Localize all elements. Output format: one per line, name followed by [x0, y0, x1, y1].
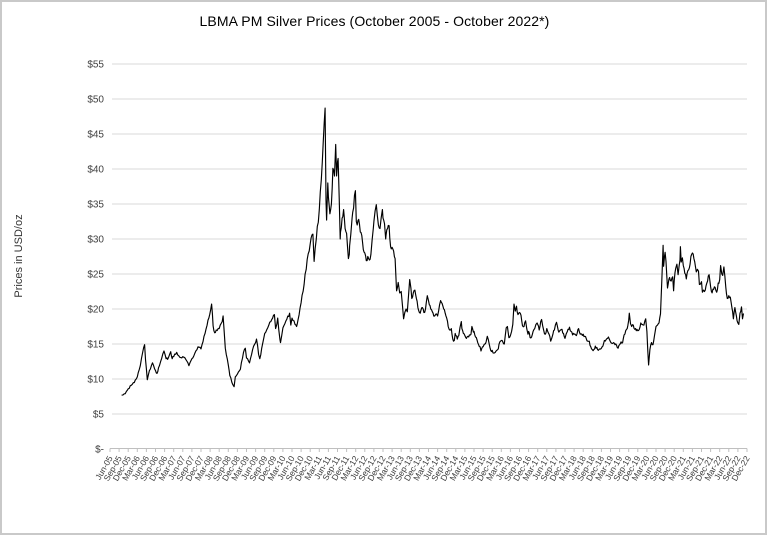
y-tick-label: $50: [87, 95, 104, 106]
y-tick-label: $55: [87, 60, 104, 71]
y-axis-title: Prices in USD/oz: [13, 214, 25, 297]
y-tick-label: $30: [87, 235, 104, 246]
chart-title: LBMA PM Silver Prices (October 2005 - Oc…: [199, 13, 550, 29]
y-tick-label: $15: [87, 340, 104, 351]
y-tick-label: $-: [95, 445, 104, 456]
y-tick-label: $40: [87, 165, 104, 176]
y-tick-label: $45: [87, 130, 104, 141]
y-tick-label: $5: [93, 410, 105, 421]
y-tick-label: $25: [87, 270, 104, 281]
price-line: [121, 107, 744, 396]
y-tick-label: $10: [87, 375, 104, 386]
y-tick-label: $35: [87, 200, 104, 211]
y-tick-label: $20: [87, 305, 104, 316]
